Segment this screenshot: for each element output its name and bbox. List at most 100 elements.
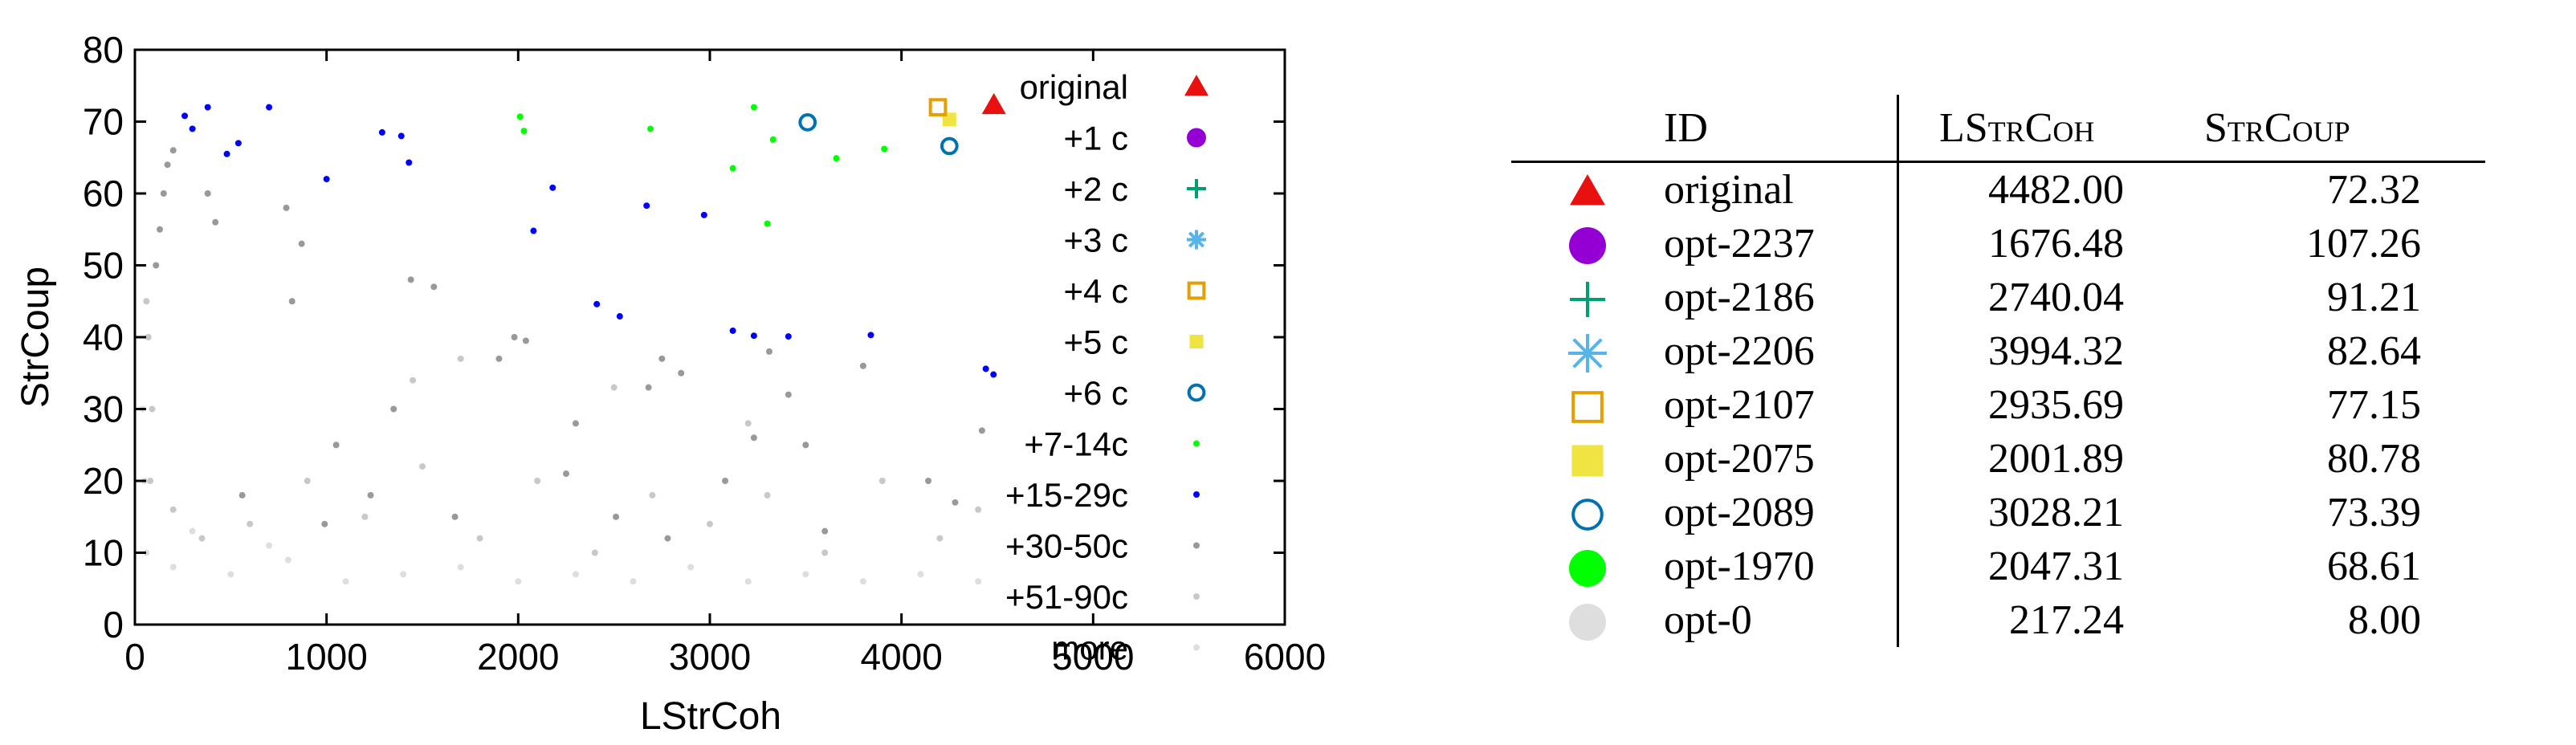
data-point [975,506,982,513]
data-point [952,499,959,506]
data-point [304,478,311,484]
legend-symbol [1193,644,1200,651]
x-tick-label: 6000 [1244,636,1326,678]
row-symbol-mark [1571,498,1604,531]
row-strcoup: 77.15 [2327,382,2421,428]
data-point [990,371,997,378]
id-header: ID [1664,104,1708,151]
data-point [867,332,874,339]
legend-symbol [1187,179,1206,198]
row-symbol [1511,539,1664,593]
data-point [495,355,503,362]
data-point [204,190,211,197]
data-point [227,571,234,578]
row-symbol [1511,593,1664,647]
data-point [323,176,330,183]
data-point [643,202,650,210]
table-row: opt-1970 2047.31 68.61 [1511,539,2485,593]
data-point [722,478,729,484]
legend-symbol [1193,491,1200,498]
data-point [936,535,944,542]
data-point [234,140,242,147]
row-symbol-icon [1571,390,1604,423]
legend-symbol [1189,335,1204,348]
data-point [153,262,160,269]
row-symbol-icon [1569,226,1606,264]
data-point [928,98,948,116]
data-point [530,227,537,234]
row-lstrcoh: 1676.48 [1897,217,2156,271]
data-point [881,145,888,153]
data-point [451,513,459,520]
row-symbol-icon [1570,173,1605,205]
legend-label: +15-29c [1005,476,1128,514]
legend-symbol [1187,383,1206,402]
data-point [744,420,752,427]
data-point [785,391,792,398]
data-point [833,155,840,162]
data-point [378,128,385,136]
x-tick-label: 5000 [1052,636,1134,678]
table-header-row: ID LStrCoh StrCoup [1511,95,2485,162]
legend-symbol [1193,440,1200,447]
data-point [798,113,817,132]
row-symbol [1511,432,1664,486]
row-symbol-mark [1571,444,1604,477]
row-symbol-mark [1569,603,1606,641]
x-tick-label: 3000 [669,636,751,678]
table-row: opt-2089 3028.21 73.39 [1511,486,2485,539]
data-point [522,337,529,344]
data-point [750,434,757,442]
row-lstrcoh: 2047.31 [1897,539,2156,593]
x-tick-label: 4000 [860,636,942,678]
data-point [981,92,1006,115]
data-point [593,300,601,307]
y-axis-title-group: StrCoup [14,267,57,408]
data-point [563,470,569,478]
row-strcoup: 73.39 [2327,490,2421,535]
data-point [198,535,206,542]
y-tick-label: 60 [83,173,124,214]
symbol-header [1511,95,1664,162]
data-point [283,204,290,211]
legend-label: +3 c [1063,222,1128,259]
data-point [511,334,518,340]
row-symbol-mark [1568,333,1607,372]
data-point [821,549,829,556]
row-lstrcoh: 217.24 [1897,593,2156,647]
data-point [361,513,369,520]
results-table: ID LStrCoh StrCoup original 4482.00 72.32 o… [1511,95,2485,647]
data-point [367,491,374,499]
y-tick-label: 40 [83,316,124,358]
legend-label: +5 c [1063,324,1128,361]
y-tick-label: 10 [83,532,124,574]
table-row: opt-2075 2001.89 80.78 [1511,432,2485,486]
data-point [247,520,254,527]
row-symbol-icon [1571,498,1604,531]
data-point [750,104,757,111]
x-tick-label: 0 [124,636,145,678]
row-symbol [1511,378,1664,432]
data-point [407,276,414,283]
data-point [729,327,736,334]
row-id: opt-2206 [1664,328,1815,374]
legend-label: +30-50c [1005,527,1128,565]
strcoup-header: StrCoup [2204,104,2350,151]
row-symbol-icon [1569,549,1606,587]
data-point [549,184,556,191]
row-symbol [1511,271,1664,324]
data-point [765,348,772,355]
data-point [859,362,866,369]
row-id: opt-1970 [1664,543,1815,589]
legend-symbol [1187,281,1206,300]
row-strcoup: 72.32 [2327,167,2421,213]
data-point [613,513,620,520]
legend-label: +1 c [1063,120,1128,157]
row-lstrcoh: 2935.69 [1897,378,2156,432]
legend-label: +51-90c [1005,578,1128,616]
data-point [630,578,637,585]
x-tick-label: 2000 [477,636,559,678]
data-point [169,147,177,154]
data-point [534,478,541,484]
data-point [764,220,771,227]
